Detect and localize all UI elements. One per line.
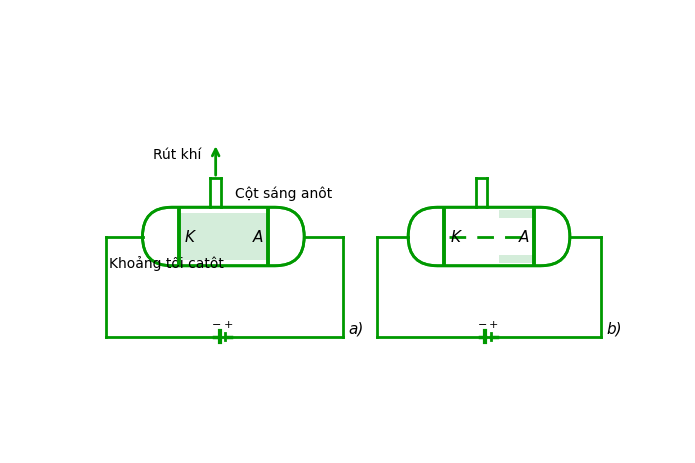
- Text: b): b): [607, 321, 623, 337]
- Text: A: A: [253, 230, 263, 245]
- Bar: [499, 210, 534, 218]
- FancyBboxPatch shape: [142, 207, 304, 266]
- Text: K: K: [185, 230, 195, 245]
- Bar: [180, 213, 269, 260]
- Bar: [180, 213, 269, 260]
- Text: +: +: [223, 320, 233, 331]
- Text: +: +: [489, 320, 498, 331]
- Text: −: −: [477, 320, 486, 331]
- Text: K: K: [450, 230, 461, 245]
- Text: Rút khí: Rút khí: [154, 148, 202, 162]
- Bar: [499, 255, 534, 263]
- Text: a): a): [349, 321, 364, 337]
- Text: A: A: [518, 230, 529, 245]
- Text: Cột sáng anôt: Cột sáng anôt: [235, 187, 332, 201]
- Text: −: −: [212, 320, 221, 331]
- FancyBboxPatch shape: [408, 207, 570, 266]
- Text: Khoảng tối catôt: Khoảng tối catôt: [109, 256, 224, 271]
